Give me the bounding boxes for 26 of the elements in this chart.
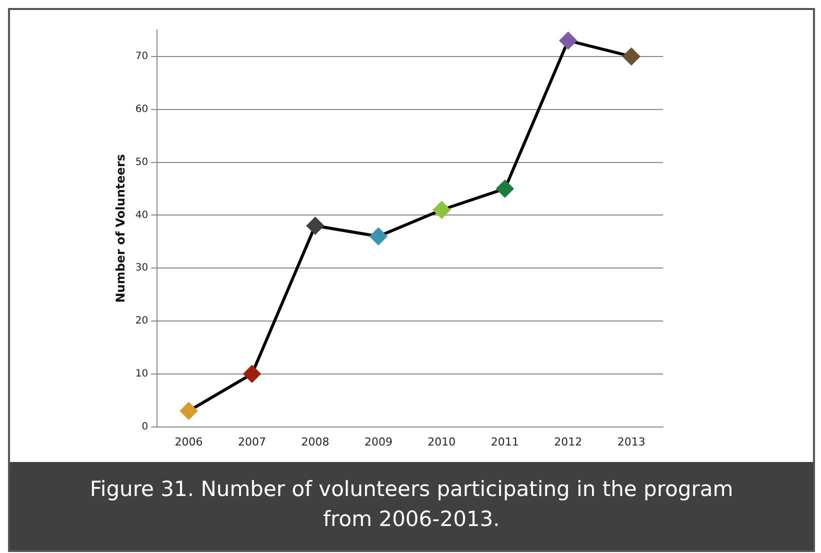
y-tick-label: 40 (135, 210, 148, 221)
point (560, 32, 577, 50)
point (496, 180, 514, 198)
x-tick-label: 2012 (554, 435, 582, 448)
point (180, 402, 198, 420)
x-tick-label: 2011 (490, 435, 519, 448)
point (622, 48, 640, 65)
point (243, 365, 260, 382)
y-tick-label: 60 (135, 104, 148, 115)
y-axis-title: Number of Volunteers (113, 154, 128, 303)
caption: Figure 31. Number of volunteers participating in the program from 2006-2013. (10, 462, 813, 550)
point (306, 217, 324, 234)
y-tick-label: 70 (135, 51, 148, 62)
x-tick-label: 2007 (238, 435, 266, 448)
point (433, 201, 450, 218)
y-tick-label: 0 (142, 421, 148, 432)
y-tick-label: 20 (135, 316, 148, 327)
point (370, 228, 387, 245)
x-tick-label: 2010 (428, 435, 456, 448)
y-tick-label: 50 (135, 156, 148, 168)
x-tick-label: 2006 (174, 435, 203, 448)
x-tick-label: 2013 (617, 435, 646, 448)
y-tick-label: 30 (135, 262, 148, 274)
x-tick-label: 2009 (364, 435, 392, 448)
x-tick-label: 2008 (301, 435, 330, 448)
y-tick-label: 10 (135, 368, 148, 380)
